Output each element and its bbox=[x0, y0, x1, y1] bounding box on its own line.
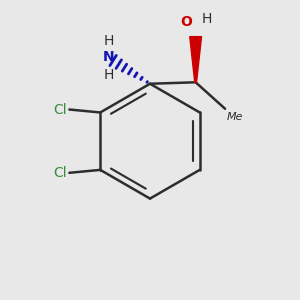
Text: N: N bbox=[103, 50, 115, 64]
Text: Cl: Cl bbox=[53, 103, 67, 116]
Text: Me: Me bbox=[226, 112, 243, 122]
Text: H: H bbox=[202, 12, 212, 26]
Text: H: H bbox=[103, 68, 114, 82]
Text: Cl: Cl bbox=[53, 166, 67, 180]
Text: O: O bbox=[180, 15, 192, 29]
Polygon shape bbox=[190, 37, 202, 82]
Text: H: H bbox=[103, 34, 114, 48]
